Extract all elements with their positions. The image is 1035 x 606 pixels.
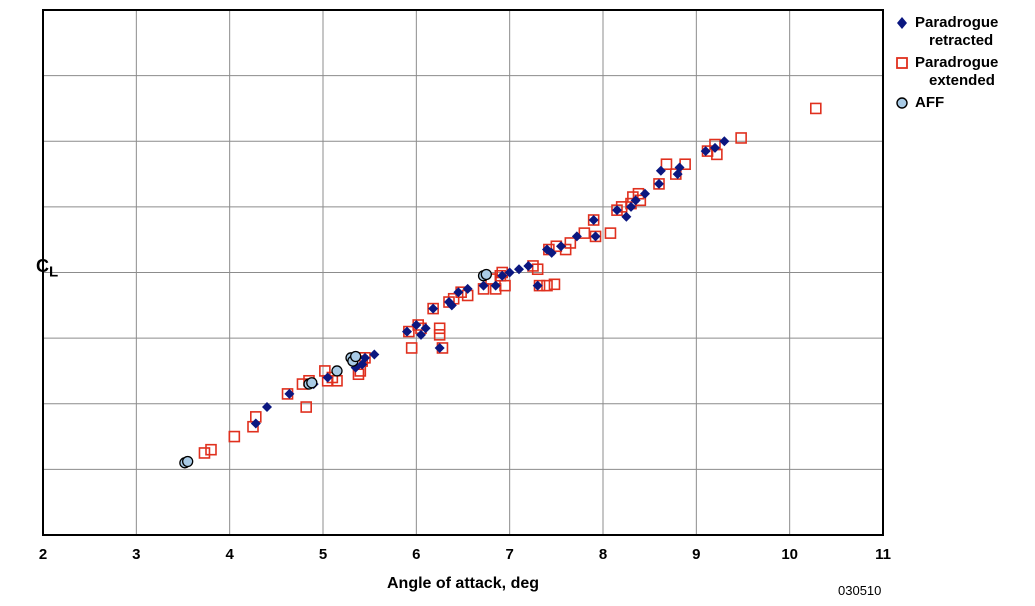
legend-label-line: Paradrogue	[915, 54, 999, 71]
x-tick-label: 11	[875, 546, 891, 563]
point-paradrogue-retracted	[284, 388, 295, 399]
point-paradrogue-retracted	[719, 136, 730, 147]
point-paradrogue-retracted	[655, 165, 666, 176]
point-paradrogue-retracted	[546, 247, 557, 258]
x-tick-label: 9	[692, 546, 700, 563]
point-aff	[350, 350, 362, 363]
point-aff	[480, 268, 492, 281]
point-paradrogue-retracted	[428, 303, 439, 314]
point-paradrogue-retracted	[446, 300, 457, 311]
point-paradrogue-extended	[300, 401, 313, 413]
point-paradrogue-extended	[205, 443, 217, 456]
figure-id: 030510	[838, 583, 882, 598]
legend-item-aff: AFF	[895, 94, 1035, 112]
point-paradrogue-extended	[405, 342, 418, 354]
legend-label: AFF	[915, 94, 944, 112]
point-paradrogue-retracted	[588, 215, 599, 225]
point-paradrogue-extended	[433, 322, 446, 335]
x-tick-label: 8	[599, 546, 607, 563]
point-paradrogue-retracted	[630, 195, 641, 206]
point-paradrogue-retracted	[504, 267, 515, 278]
point-paradrogue-extended	[228, 430, 241, 443]
point-paradrogue-retracted	[420, 323, 431, 334]
data-points	[179, 102, 822, 469]
point-paradrogue-retracted	[590, 231, 601, 242]
point-paradrogue-retracted	[416, 329, 426, 340]
x-tick-label: 4	[225, 546, 234, 563]
x-tick-label: 10	[781, 546, 798, 563]
point-paradrogue-retracted	[434, 342, 445, 353]
y-axis-title-sub: L	[49, 263, 59, 281]
point-paradrogue-retracted	[453, 287, 464, 298]
legend-label-line: retracted	[929, 32, 994, 49]
x-tick-label: 5	[319, 546, 327, 563]
point-paradrogue-retracted	[654, 178, 664, 189]
diamond-marker-icon	[897, 17, 907, 29]
point-paradrogue-retracted	[556, 241, 566, 252]
open-square-marker-icon	[896, 57, 908, 69]
point-paradrogue-retracted	[360, 352, 370, 363]
point-paradrogue-retracted	[523, 260, 534, 271]
point-paradrogue-retracted	[532, 280, 543, 291]
point-aff	[182, 455, 194, 468]
legend-label: Paradrogue extended	[915, 54, 998, 90]
x-tick-label: 6	[412, 546, 420, 563]
point-paradrogue-retracted	[571, 231, 582, 242]
point-paradrogue-retracted	[640, 188, 650, 199]
point-paradrogue-extended	[499, 279, 511, 292]
point-paradrogue-extended	[660, 158, 673, 171]
point-paradrogue-retracted	[411, 320, 422, 330]
point-paradrogue-retracted	[262, 402, 272, 413]
point-paradrogue-retracted	[710, 142, 720, 153]
circle-marker-icon	[896, 97, 908, 109]
point-aff	[331, 365, 343, 377]
x-axis-title: Angle of attack, deg	[387, 575, 539, 592]
point-paradrogue-retracted	[490, 280, 501, 291]
point-paradrogue-retracted	[462, 283, 473, 294]
point-paradrogue-extended	[531, 263, 544, 276]
point-paradrogue-extended	[564, 237, 577, 249]
point-paradrogue-retracted	[322, 372, 333, 383]
y-axis-title: CL	[36, 256, 58, 281]
point-aff	[306, 377, 318, 389]
x-tick-labels: 2 3 4 5 6 7 8 9 10 11	[39, 546, 891, 563]
x-tick-label: 3	[132, 546, 140, 563]
legend-label-line: extended	[929, 72, 995, 89]
point-paradrogue-retracted	[700, 146, 711, 157]
point-paradrogue-retracted	[478, 280, 489, 291]
point-paradrogue-retracted	[674, 162, 685, 173]
point-paradrogue-retracted	[369, 349, 380, 360]
point-paradrogue-extended	[809, 102, 822, 115]
point-paradrogue-extended	[433, 329, 446, 341]
y-axis-title-main: C	[36, 256, 49, 276]
point-paradrogue-extended	[548, 278, 561, 291]
legend-item-paradrogue-retracted: Paradrogue retracted	[895, 14, 1035, 50]
legend-label: Paradrogue retracted	[915, 14, 998, 50]
point-paradrogue-retracted	[621, 211, 632, 222]
x-tick-label: 7	[505, 546, 513, 563]
grid-lines	[43, 10, 883, 535]
point-paradrogue-extended	[198, 447, 211, 459]
legend-label-line: Paradrogue	[915, 14, 999, 31]
legend: Paradrogue retracted Paradrogue extended…	[895, 14, 1035, 116]
point-paradrogue-retracted	[626, 201, 636, 212]
point-paradrogue-retracted	[250, 418, 261, 429]
point-paradrogue-retracted	[612, 205, 622, 216]
x-tick-label: 2	[39, 546, 47, 563]
point-paradrogue-extended	[735, 132, 747, 144]
point-paradrogue-retracted	[402, 326, 412, 337]
plot-frame	[42, 9, 884, 536]
legend-item-paradrogue-extended: Paradrogue extended	[895, 54, 1035, 90]
legend-label-line: AFF	[915, 94, 945, 111]
point-paradrogue-extended	[604, 227, 617, 239]
point-paradrogue-extended	[578, 227, 591, 239]
point-paradrogue-retracted	[514, 264, 524, 275]
point-paradrogue-retracted	[497, 270, 508, 281]
